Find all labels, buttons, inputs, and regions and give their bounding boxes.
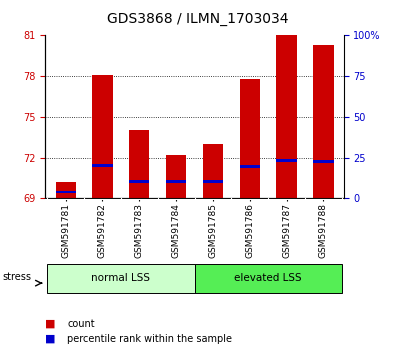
Text: percentile rank within the sample: percentile rank within the sample — [67, 334, 232, 344]
Bar — [313, 45, 333, 198]
Text: GSM591785: GSM591785 — [209, 203, 217, 258]
Bar — [129, 180, 149, 183]
Bar — [276, 159, 297, 161]
Text: GSM591781: GSM591781 — [61, 203, 70, 258]
Bar — [203, 144, 223, 198]
Bar — [92, 75, 113, 198]
Text: GSM591786: GSM591786 — [245, 203, 254, 258]
Bar — [129, 130, 149, 198]
Bar — [240, 79, 260, 198]
Text: elevated LSS: elevated LSS — [234, 273, 302, 283]
Text: GSM591788: GSM591788 — [319, 203, 328, 258]
Text: GSM591787: GSM591787 — [282, 203, 291, 258]
Text: stress: stress — [2, 272, 31, 282]
Bar — [56, 190, 76, 194]
Bar — [240, 165, 260, 169]
Bar — [194, 264, 342, 293]
Bar — [276, 35, 297, 198]
Bar — [166, 180, 186, 183]
Bar — [166, 155, 186, 198]
Bar — [313, 160, 333, 163]
Text: ■: ■ — [45, 334, 56, 344]
Bar — [47, 264, 194, 293]
Text: ■: ■ — [45, 319, 56, 329]
Bar — [92, 164, 113, 167]
Text: count: count — [67, 319, 95, 329]
Bar — [203, 180, 223, 183]
Text: GDS3868 / ILMN_1703034: GDS3868 / ILMN_1703034 — [107, 12, 288, 27]
Text: GSM591783: GSM591783 — [135, 203, 144, 258]
Bar — [56, 182, 76, 198]
Text: GSM591784: GSM591784 — [172, 203, 181, 258]
Text: normal LSS: normal LSS — [91, 273, 150, 283]
Text: GSM591782: GSM591782 — [98, 203, 107, 258]
